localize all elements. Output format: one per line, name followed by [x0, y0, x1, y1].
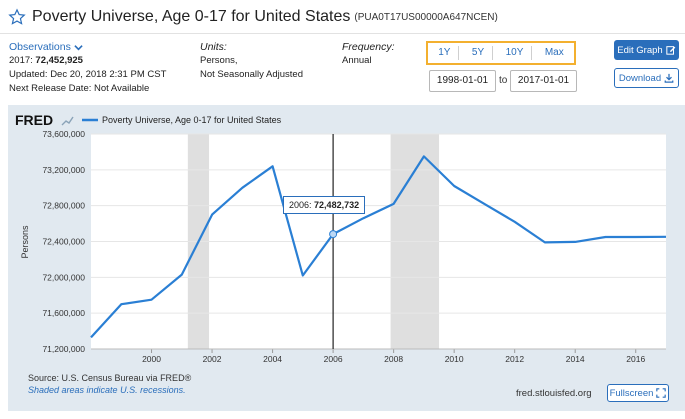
- y-tick-label: 73,200,000: [42, 165, 85, 175]
- x-tick-label: 2000: [142, 354, 161, 364]
- series-line: [90, 155, 667, 339]
- x-axis: 2000 2002 2004 2006 2008 2010 2012 2014 2016: [91, 348, 666, 364]
- fullscreen-button[interactable]: Fullscreen: [607, 384, 669, 402]
- fullscreen-label: Fullscreen: [609, 387, 654, 399]
- latest-period: 2017:: [9, 55, 33, 66]
- units-line2: Not Seasonally Adjusted: [200, 69, 303, 80]
- units-label: Units:: [200, 41, 227, 53]
- edit-icon: [666, 46, 676, 55]
- observations-panel: Observations 2017: 72,452,925 Updated: D…: [9, 40, 166, 96]
- range-5y-button[interactable]: 5Y: [464, 46, 494, 60]
- y-tick-label: 72,000,000: [42, 272, 85, 282]
- y-tick-label: 72,800,000: [42, 201, 85, 211]
- units-panel: Units: Persons, Not Seasonally Adjusted: [200, 40, 303, 82]
- latest-value: 72,452,925: [35, 55, 83, 66]
- edit-graph-button[interactable]: Edit Graph: [614, 40, 679, 60]
- observations-label: Observations: [9, 41, 71, 53]
- tooltip-year: 2006:: [289, 200, 312, 210]
- y-tick-label: 73,600,000: [42, 129, 85, 139]
- frequency-value: Annual: [342, 55, 372, 66]
- chart-source: Source: U.S. Census Bureau via FRED® Sha…: [28, 372, 191, 396]
- tooltip-value: 72,482,732: [314, 200, 360, 210]
- header: Poverty Universe, Age 0-17 for United St…: [8, 5, 498, 29]
- header-divider: [0, 33, 685, 34]
- updated-text: Updated: Dec 20, 2018 2:31 PM CST: [9, 69, 167, 80]
- x-tick-label: 2006: [324, 354, 343, 364]
- to-label: to: [499, 75, 508, 86]
- hover-tooltip: 2006: 72,482,732: [283, 196, 366, 214]
- page-title: Poverty Universe, Age 0-17 for United St…: [32, 8, 351, 25]
- range-10y-button[interactable]: 10Y: [498, 46, 533, 60]
- date-range-buttons: 1Y 5Y 10Y Max: [426, 41, 576, 65]
- next-release-text: Next Release Date: Not Available: [9, 83, 150, 94]
- observations-dropdown[interactable]: Observations: [9, 40, 166, 54]
- start-date-input[interactable]: 1998-01-01: [429, 70, 496, 92]
- x-tick-label: 2010: [445, 354, 464, 364]
- series-id: (PUA0T17US00000A647NCEN): [354, 11, 498, 23]
- frequency-label: Frequency:: [342, 41, 395, 53]
- y-axis: 71,200,000 71,600,000 72,000,000 72,400,000…: [42, 129, 85, 354]
- chart-legend: Poverty Universe, Age 0-17 for United St…: [82, 115, 282, 125]
- range-1y-button[interactable]: 1Y: [430, 46, 460, 60]
- fullscreen-icon: [656, 388, 667, 398]
- fred-url[interactable]: fred.stlouisfed.org: [516, 388, 592, 399]
- range-max-button[interactable]: Max: [544, 47, 564, 58]
- legend-label: Poverty Universe, Age 0-17 for United St…: [102, 115, 282, 125]
- y-tick-label: 71,600,000: [42, 308, 85, 318]
- x-tick-label: 2014: [566, 354, 585, 364]
- star-icon[interactable]: [8, 8, 26, 26]
- x-tick-label: 2008: [384, 354, 403, 364]
- source-text: Source: U.S. Census Bureau via FRED®: [28, 373, 192, 383]
- x-tick-label: 2012: [505, 354, 524, 364]
- download-button[interactable]: Download: [614, 68, 679, 88]
- svg-text:FRED: FRED: [15, 112, 53, 128]
- end-date-input[interactable]: 2017-01-01: [510, 70, 577, 92]
- edit-graph-label: Edit Graph: [617, 44, 663, 56]
- latest-observation: 2017: 72,452,925: [9, 54, 166, 68]
- chevron-down-icon: [74, 44, 83, 50]
- recession-note[interactable]: Shaded areas indicate U.S. recessions.: [28, 385, 186, 395]
- units-line1: Persons,: [200, 55, 238, 66]
- frequency-panel: Frequency: Annual: [342, 40, 395, 68]
- fred-logo: FRED: [15, 112, 74, 128]
- hover-marker: [329, 230, 338, 239]
- y-axis-label: Persons: [20, 225, 30, 259]
- x-tick-label: 2002: [203, 354, 222, 364]
- download-label: Download: [618, 72, 662, 84]
- y-tick-label: 71,200,000: [42, 344, 85, 354]
- y-tick-label: 72,400,000: [42, 237, 85, 247]
- x-tick-label: 2004: [263, 354, 282, 364]
- x-tick-label: 2016: [626, 354, 645, 364]
- download-icon: [664, 73, 674, 83]
